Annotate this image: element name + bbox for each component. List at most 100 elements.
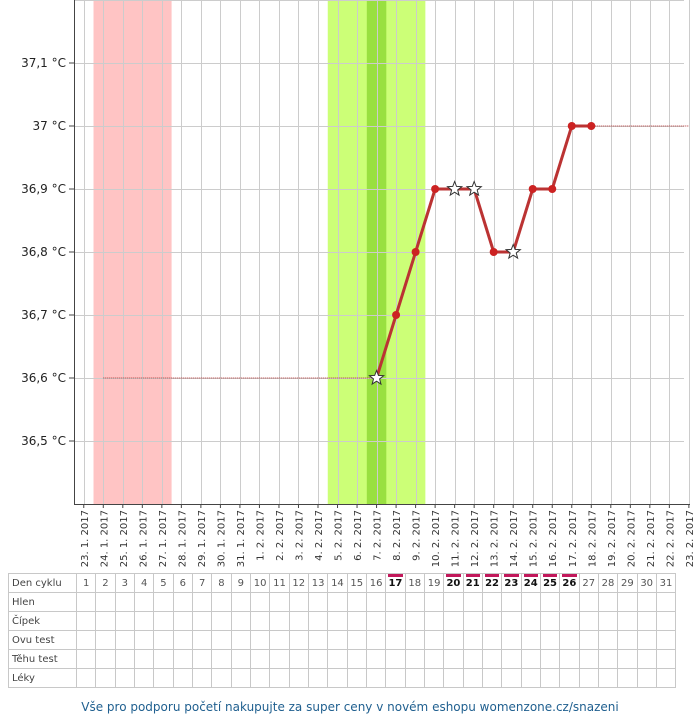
table-cell[interactable] (462, 592, 483, 612)
table-cell[interactable] (75, 649, 97, 669)
table-cell[interactable] (501, 630, 522, 650)
table-cell[interactable] (75, 611, 97, 631)
table-cell[interactable] (539, 649, 561, 669)
table-cell[interactable] (559, 668, 580, 688)
table-cell[interactable] (172, 611, 193, 631)
table-cell[interactable] (443, 630, 464, 650)
table-cell[interactable] (443, 611, 464, 631)
table-cell[interactable] (327, 649, 348, 669)
table-cell[interactable] (346, 668, 367, 688)
table-cell[interactable] (211, 668, 232, 688)
table-cell[interactable] (211, 611, 232, 631)
table-cell[interactable] (578, 630, 599, 650)
table-cell[interactable] (423, 668, 445, 688)
table-cell[interactable] (230, 668, 251, 688)
table-cell[interactable] (578, 649, 599, 669)
table-cell[interactable] (539, 630, 561, 650)
table-cell[interactable] (404, 630, 425, 650)
table-cell[interactable] (307, 630, 329, 650)
table-cell[interactable] (423, 630, 445, 650)
table-cell[interactable] (95, 592, 116, 612)
table-cell[interactable] (288, 668, 309, 688)
table-cell[interactable] (462, 611, 483, 631)
table-cell[interactable] (443, 592, 464, 612)
table-cell[interactable] (191, 630, 213, 650)
table-cell[interactable] (617, 611, 638, 631)
table-cell[interactable] (636, 668, 657, 688)
table-cell[interactable] (443, 649, 464, 669)
table-cell[interactable] (501, 668, 522, 688)
table-cell[interactable] (114, 592, 135, 612)
table-cell[interactable] (249, 592, 271, 612)
table-cell[interactable] (404, 668, 425, 688)
table-cell[interactable] (191, 649, 213, 669)
table-cell[interactable] (365, 592, 387, 612)
table-cell[interactable] (636, 649, 657, 669)
table-cell[interactable] (385, 611, 406, 631)
table-cell[interactable] (133, 668, 155, 688)
table-cell[interactable] (443, 668, 464, 688)
table-cell[interactable] (307, 611, 329, 631)
table-cell[interactable] (153, 630, 174, 650)
table-cell[interactable] (559, 649, 580, 669)
table-cell[interactable] (578, 611, 599, 631)
table-cell[interactable] (462, 668, 483, 688)
table-cell[interactable] (365, 611, 387, 631)
table-cell[interactable] (249, 668, 271, 688)
table-cell[interactable] (423, 592, 445, 612)
table-cell[interactable] (307, 649, 329, 669)
table-cell[interactable] (655, 592, 677, 612)
table-cell[interactable] (423, 649, 445, 669)
table-cell[interactable] (95, 611, 116, 631)
table-cell[interactable] (133, 649, 155, 669)
table-cell[interactable] (501, 649, 522, 669)
table-cell[interactable] (269, 630, 290, 650)
table-cell[interactable] (520, 592, 541, 612)
table-cell[interactable] (539, 668, 561, 688)
table-cell[interactable] (520, 630, 541, 650)
table-cell[interactable] (211, 592, 232, 612)
table-cell[interactable] (559, 592, 580, 612)
table-cell[interactable] (481, 668, 503, 688)
table-cell[interactable] (133, 592, 155, 612)
table-cell[interactable] (655, 630, 677, 650)
table-cell[interactable] (133, 630, 155, 650)
table-cell[interactable] (327, 668, 348, 688)
table-cell[interactable] (172, 630, 193, 650)
table-cell[interactable] (307, 668, 329, 688)
table-cell[interactable] (539, 592, 561, 612)
table-cell[interactable] (481, 630, 503, 650)
table-cell[interactable] (481, 592, 503, 612)
table-cell[interactable] (327, 592, 348, 612)
table-cell[interactable] (75, 592, 97, 612)
table-cell[interactable] (385, 592, 406, 612)
table-cell[interactable] (346, 611, 367, 631)
table-cell[interactable] (520, 649, 541, 669)
table-cell[interactable] (249, 611, 271, 631)
table-cell[interactable] (75, 668, 97, 688)
table-cell[interactable] (655, 611, 677, 631)
table-cell[interactable] (288, 592, 309, 612)
eshop-promo-link[interactable]: Vše pro podporu početí nakupujte za supe… (81, 700, 619, 714)
table-cell[interactable] (230, 611, 251, 631)
table-cell[interactable] (636, 592, 657, 612)
table-cell[interactable] (249, 630, 271, 650)
table-cell[interactable] (153, 649, 174, 669)
table-cell[interactable] (172, 649, 193, 669)
table-cell[interactable] (385, 649, 406, 669)
table-cell[interactable] (365, 668, 387, 688)
table-cell[interactable] (617, 592, 638, 612)
table-cell[interactable] (288, 649, 309, 669)
table-cell[interactable] (578, 668, 599, 688)
table-cell[interactable] (655, 668, 677, 688)
table-cell[interactable] (597, 592, 619, 612)
table-cell[interactable] (327, 611, 348, 631)
table-cell[interactable] (191, 668, 213, 688)
table-cell[interactable] (288, 611, 309, 631)
table-cell[interactable] (481, 611, 503, 631)
table-cell[interactable] (327, 630, 348, 650)
table-cell[interactable] (404, 592, 425, 612)
table-cell[interactable] (114, 611, 135, 631)
table-cell[interactable] (95, 630, 116, 650)
table-cell[interactable] (230, 630, 251, 650)
